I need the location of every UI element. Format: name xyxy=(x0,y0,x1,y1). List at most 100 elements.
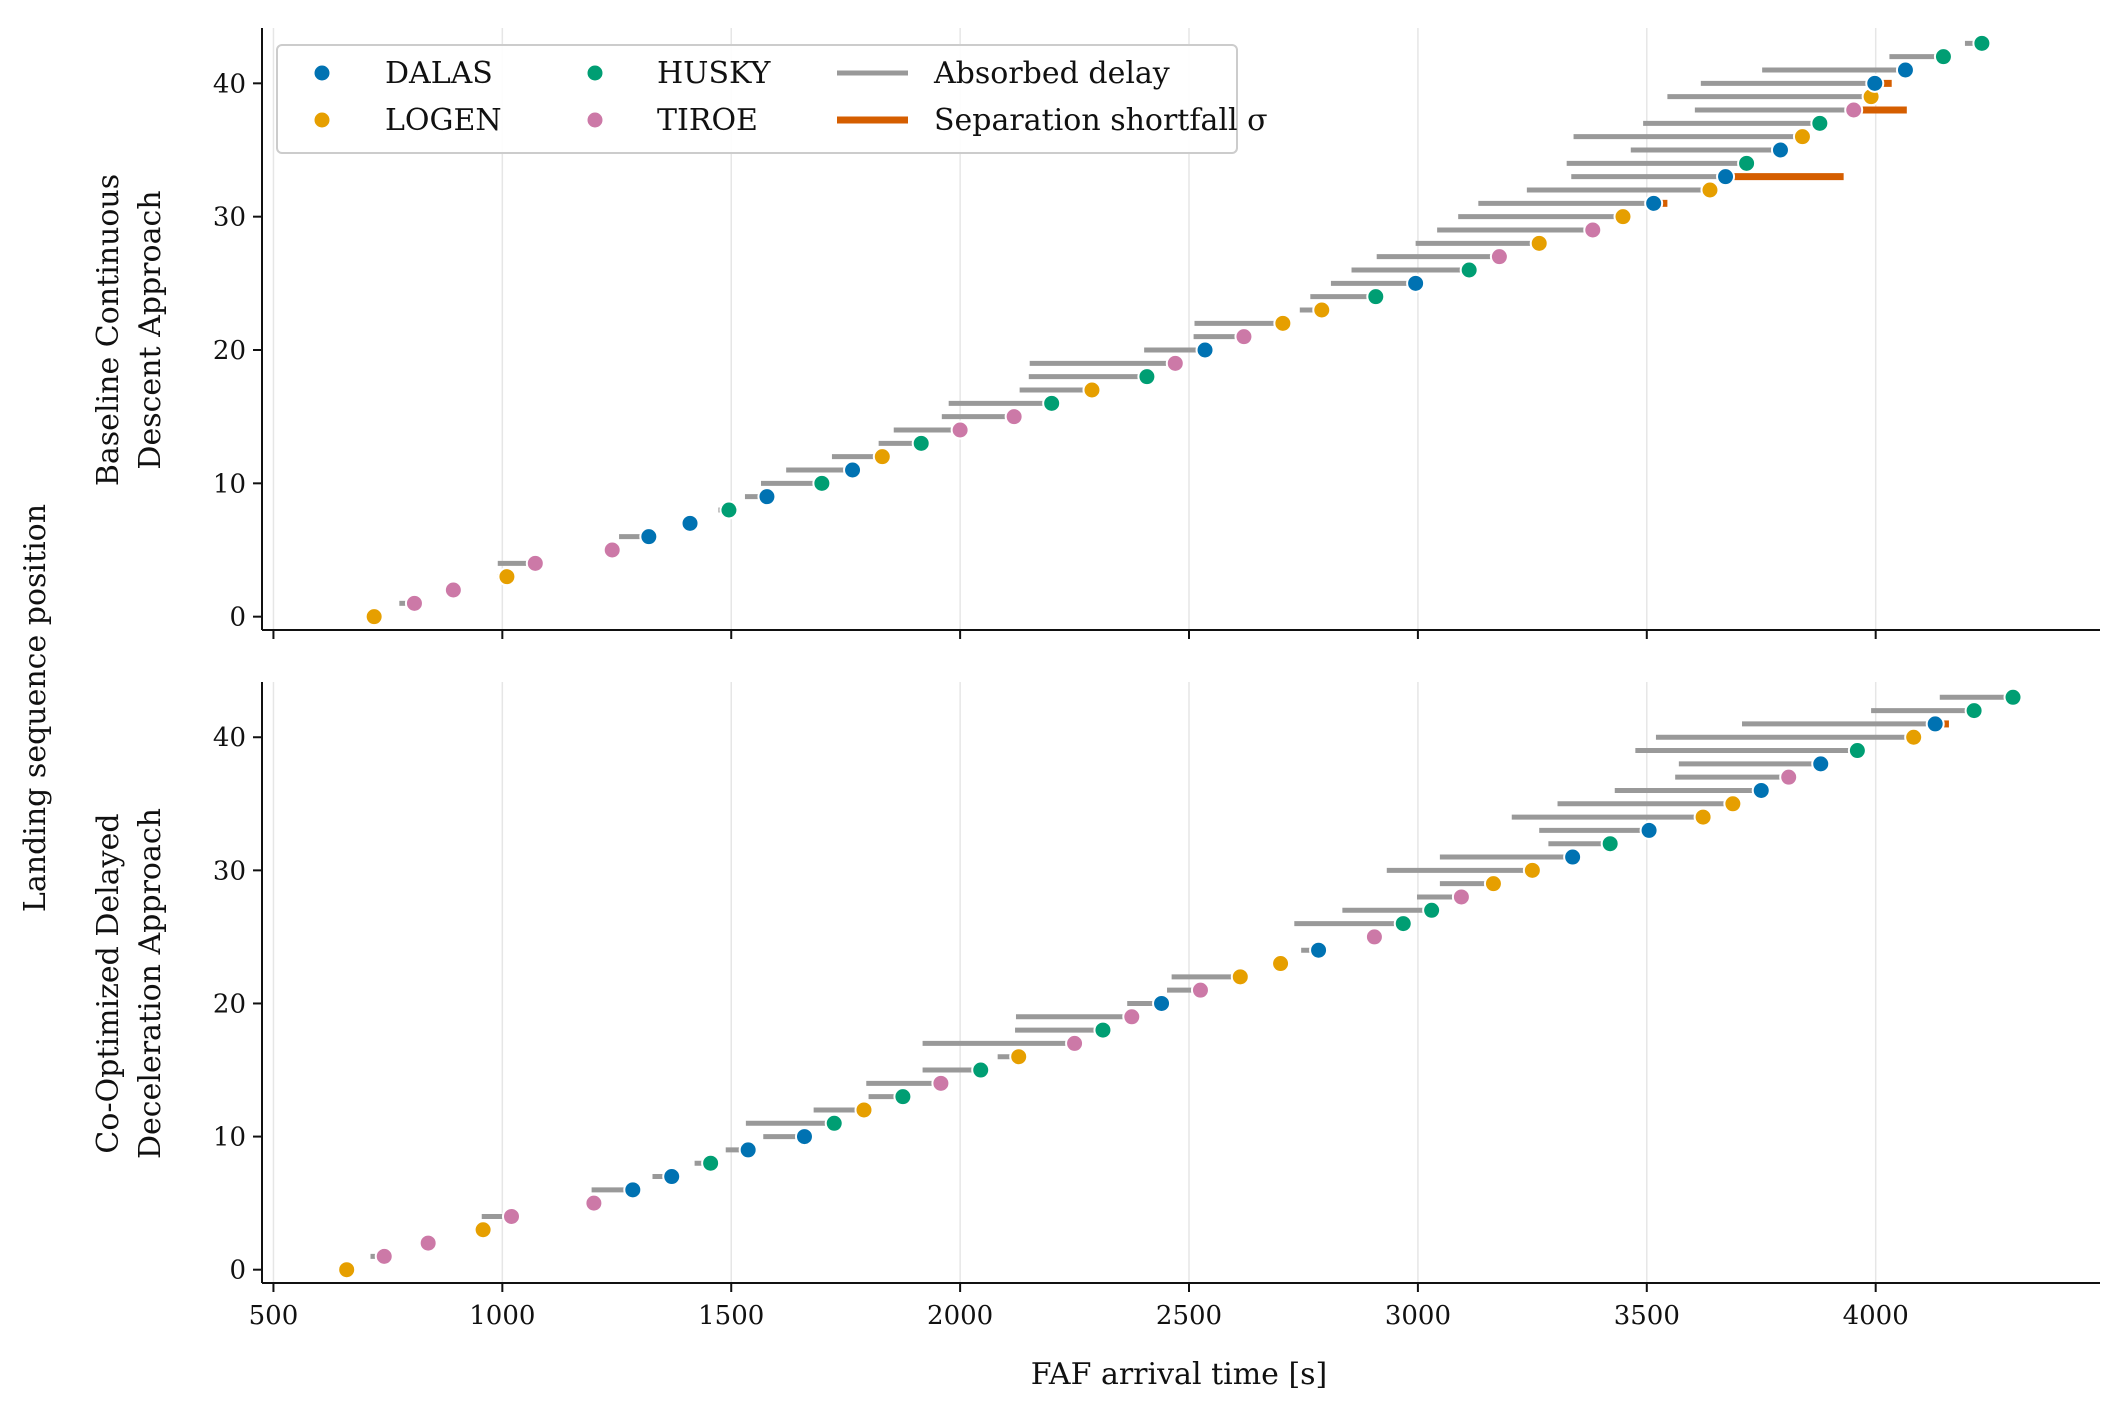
data-point-dalas xyxy=(1770,140,1790,160)
data-point-husky xyxy=(719,500,739,520)
data-point-husky xyxy=(1964,701,1984,721)
data-point-tiroe xyxy=(1489,247,1509,267)
data-point-dalas xyxy=(1925,714,1945,734)
data-point-husky xyxy=(1933,47,1953,67)
legend-marker-husky xyxy=(585,63,605,83)
data-point-dalas xyxy=(1563,847,1583,867)
legend-marker-tiroe xyxy=(585,110,605,130)
data-point-tiroe xyxy=(1451,887,1471,907)
data-point-logen xyxy=(1312,300,1332,320)
legend-label: LOGEN xyxy=(385,103,502,138)
data-point-husky xyxy=(812,473,832,493)
data-point-dalas xyxy=(1639,820,1659,840)
data-point-dalas xyxy=(738,1140,758,1160)
data-point-tiroe xyxy=(443,580,463,600)
data-point-dalas xyxy=(794,1127,814,1147)
data-point-husky xyxy=(1137,367,1157,387)
data-point-dalas xyxy=(623,1180,643,1200)
data-point-logen xyxy=(1693,807,1713,827)
data-point-husky xyxy=(824,1113,844,1133)
data-point-logen xyxy=(1271,954,1291,974)
data-point-tiroe xyxy=(950,420,970,440)
data-point-tiroe xyxy=(1004,407,1024,427)
legend-label: TIROE xyxy=(657,103,758,138)
data-point-husky xyxy=(1042,393,1062,413)
data-point-dalas xyxy=(1644,193,1664,213)
x-tick-label: 4000 xyxy=(1843,1301,1909,1331)
y-tick-label: 20 xyxy=(213,989,246,1019)
data-point-dalas xyxy=(1716,167,1736,187)
x-tick-label: 1500 xyxy=(698,1301,764,1331)
data-point-dalas xyxy=(639,527,659,547)
legend-label: HUSKY xyxy=(657,56,772,91)
data-point-dalas xyxy=(843,460,863,480)
data-point-husky xyxy=(1422,900,1442,920)
x-tick-label: 3000 xyxy=(1385,1301,1451,1331)
data-point-tiroe xyxy=(602,540,622,560)
data-point-tiroe xyxy=(1844,100,1864,120)
y-tick-label: 0 xyxy=(229,1256,246,1286)
data-point-logen xyxy=(854,1100,874,1120)
data-point-husky xyxy=(1810,113,1830,133)
legend-label: DALAS xyxy=(385,56,493,91)
panel-y-axis-label: Baseline Continuous xyxy=(91,174,126,486)
data-point-logen xyxy=(1522,860,1542,880)
panel-y-axis-label: Descent Approach xyxy=(133,190,168,469)
data-point-dalas xyxy=(1152,993,1172,1013)
shared-y-axis-label: Landing sequence position xyxy=(18,504,53,912)
data-point-husky xyxy=(1600,834,1620,854)
data-point-husky xyxy=(911,433,931,453)
data-point-logen xyxy=(872,447,892,467)
data-point-tiroe xyxy=(1165,353,1185,373)
data-point-tiroe xyxy=(584,1193,604,1213)
data-point-tiroe xyxy=(1122,1007,1142,1027)
data-point-husky xyxy=(1737,153,1757,173)
data-point-husky xyxy=(893,1087,913,1107)
x-tick-label: 2500 xyxy=(1156,1301,1222,1331)
data-point-dalas xyxy=(1895,60,1915,80)
y-tick-label: 10 xyxy=(213,1123,246,1153)
legend-label: Absorbed delay xyxy=(933,56,1170,91)
data-point-husky xyxy=(1393,914,1413,934)
legend-marker-logen xyxy=(312,110,332,130)
data-point-logen xyxy=(1904,727,1924,747)
data-point-logen xyxy=(1613,207,1633,227)
legend: DALAS LOGEN HUSKY TIROE Absorbed delay Separa… xyxy=(276,44,1268,154)
data-point-husky xyxy=(1093,1020,1113,1040)
data-point-tiroe xyxy=(501,1206,521,1226)
panel-y-axis-label: Deceleration Approach xyxy=(133,808,168,1159)
data-point-dalas xyxy=(1865,73,1885,93)
y-tick-label: 40 xyxy=(213,723,246,753)
data-point-logen xyxy=(1082,380,1102,400)
data-point-tiroe xyxy=(418,1233,438,1253)
data-point-tiroe xyxy=(1190,980,1210,1000)
data-point-tiroe xyxy=(1583,220,1603,240)
data-point-tiroe xyxy=(1364,927,1384,947)
data-point-dalas xyxy=(680,513,700,533)
y-tick-label: 40 xyxy=(213,69,246,99)
y-tick-label: 10 xyxy=(213,469,246,499)
data-point-husky xyxy=(971,1060,991,1080)
x-tick-label: 3500 xyxy=(1614,1301,1680,1331)
data-point-husky xyxy=(701,1153,721,1173)
y-tick-label: 30 xyxy=(213,203,246,233)
panel-y-axis-label: Co-Optimized Delayed xyxy=(91,813,126,1153)
legend-box xyxy=(276,44,1238,154)
data-point-husky xyxy=(1366,287,1386,307)
data-point-tiroe xyxy=(525,553,545,573)
data-point-tiroe xyxy=(1779,767,1799,787)
data-point-logen xyxy=(1723,794,1743,814)
data-point-logen xyxy=(497,567,517,587)
panel-co-optimized-dda: 0 10 20 30 40 500 1000 1500 2000 2500 3000 3500 4000… xyxy=(91,682,2100,1331)
x-tick-label: 500 xyxy=(249,1301,299,1331)
data-point-dalas xyxy=(1195,340,1215,360)
data-point-logen xyxy=(364,607,384,627)
data-point-logen xyxy=(1230,967,1250,987)
data-point-logen xyxy=(1529,233,1549,253)
panel-baseline-cda: 0 10 20 30 40 Baseline Continuous Descent Appr… xyxy=(91,28,2100,639)
legend-marker-dalas xyxy=(312,63,332,83)
data-point-tiroe xyxy=(374,1246,394,1266)
data-point-tiroe xyxy=(404,593,424,613)
legend-label: Separation shortfall σ xyxy=(934,103,1268,138)
